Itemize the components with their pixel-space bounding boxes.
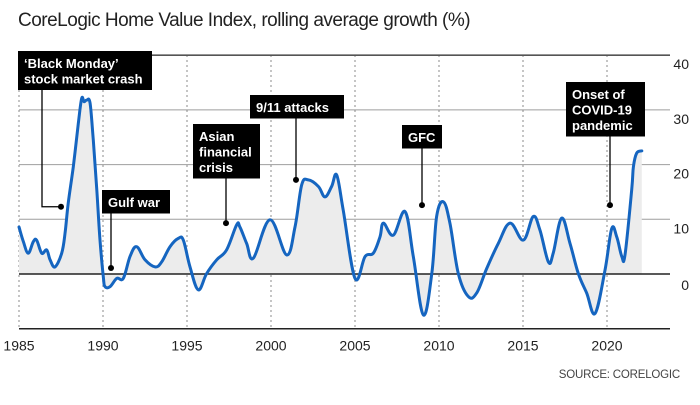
- annotation-dot: [293, 176, 299, 183]
- source-note: SOURCE: CORELOGIC: [558, 369, 680, 381]
- annotation-dot: [419, 202, 425, 209]
- annotation-label: pandemic: [572, 118, 633, 133]
- annotation-label: GFC: [408, 130, 436, 145]
- annotation-label: Onset of: [572, 87, 625, 102]
- annotation-box: [566, 82, 645, 137]
- annotation-label: financial: [199, 145, 252, 160]
- annotation-label: ‘Black Monday’: [24, 56, 119, 71]
- annotation-box: [18, 51, 152, 90]
- annotation-dot: [607, 202, 613, 209]
- annotation-leader-line: [41, 90, 61, 208]
- annotation-label: 9/11 attacks: [256, 100, 329, 115]
- series-line: [17, 95, 644, 317]
- annotation-label: Asian: [199, 129, 234, 144]
- y-tick-label-20: 20: [673, 166, 689, 182]
- annotation-box: [250, 95, 344, 119]
- y-tick-label-30: 30: [673, 111, 689, 127]
- annotation-dot: [58, 203, 64, 210]
- annotation-dot: [223, 220, 229, 227]
- x-tick-label-1990: 1990: [87, 338, 118, 354]
- y-tick-label-40: 40: [673, 56, 689, 72]
- annotation-box: [102, 190, 170, 214]
- x-tick-label-2020: 2020: [591, 338, 622, 354]
- annotation-label: COVID-19: [572, 103, 632, 118]
- annotation-label: crisis: [199, 160, 233, 175]
- annotation-black-monday: ‘Black Monday’stock market crash: [18, 51, 152, 210]
- y-tick-label-0: 0: [681, 277, 689, 293]
- annotation-label: stock market crash: [24, 72, 143, 87]
- chart-title: CoreLogic Home Value Index, rolling aver…: [18, 10, 471, 31]
- x-tick-label-2000: 2000: [255, 338, 286, 354]
- x-tick-label-2005: 2005: [339, 338, 370, 354]
- x-tick-label-2015: 2015: [507, 338, 538, 354]
- annotation-911-attacks: 9/11 attacks: [250, 95, 344, 183]
- series-area-fill: [19, 97, 642, 316]
- x-tick-label-2010: 2010: [423, 338, 454, 354]
- annotation-gulf-war: Gulf war: [102, 190, 170, 271]
- x-tick-label-1995: 1995: [171, 338, 202, 354]
- y-tick-label-10: 10: [673, 220, 689, 236]
- annotation-box: [193, 124, 260, 179]
- annotation-gfc: GFC: [402, 125, 442, 209]
- axes-layer: [19, 54, 670, 330]
- annotation-dot: [108, 264, 114, 271]
- tick-labels: 1985 1990 1995 2000 2005 2010 2015 202040302010…: [3, 56, 689, 354]
- annotation-label: Gulf war: [108, 195, 160, 210]
- x-tick-label-1985: 1985: [3, 338, 34, 354]
- annotation-box: [402, 125, 442, 149]
